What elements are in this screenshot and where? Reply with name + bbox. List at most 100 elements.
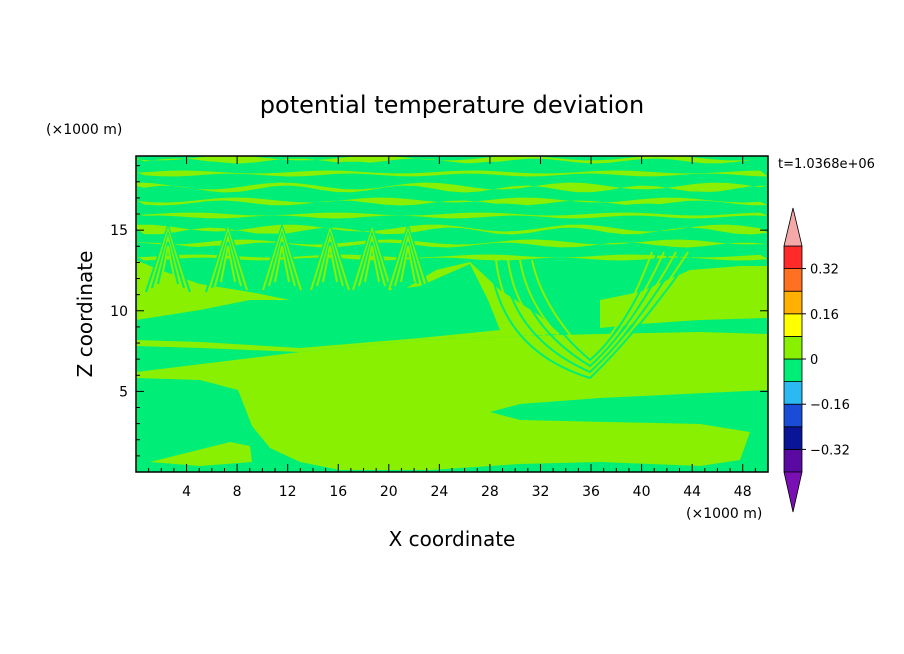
- plume-outline: [151, 230, 185, 289]
- colorbar-swatch: [783, 313, 803, 337]
- plume-outline: [513, 251, 671, 368]
- colorbar-tick-label: −0.16: [810, 398, 850, 413]
- colorbar-swatch: [783, 426, 803, 450]
- x-axis-ticks: 4 8 12 16 20 24 28 32 36 40 44 48: [148, 156, 756, 500]
- colorbar-swatch: [783, 381, 803, 405]
- plume-outline: [154, 234, 182, 287]
- x-tick-label: 40: [633, 484, 651, 500]
- plume-outline: [220, 245, 236, 283]
- plume-outline: [361, 241, 383, 285]
- colorbar-under-arrow: [783, 471, 803, 513]
- plume-outline: [145, 222, 191, 293]
- plume-outline: [352, 226, 392, 291]
- plume-outline: [148, 226, 188, 291]
- x-axis-title: X coordinate: [389, 527, 516, 551]
- upper-striations: [136, 156, 768, 261]
- plume-outline: [322, 245, 338, 283]
- colorbar-swatch: [783, 448, 803, 473]
- stripe-band: [136, 203, 768, 214]
- plume-outline: [214, 234, 242, 287]
- y-tick-label: 5: [119, 384, 128, 400]
- stripe-band: [136, 224, 768, 235]
- plume-outline: [319, 241, 341, 285]
- plume-outline: [271, 241, 293, 285]
- plume-outline: [489, 251, 695, 380]
- plume-outline: [211, 230, 245, 289]
- y-tick-label: 15: [110, 223, 128, 239]
- plume-outline: [394, 234, 422, 287]
- stripe-band: [136, 182, 768, 193]
- colorbar-swatch: [783, 358, 803, 383]
- plume-outline: [507, 251, 677, 371]
- stripe-band: [136, 161, 768, 172]
- plume-outline: [310, 226, 350, 291]
- negative-region-core: [136, 264, 500, 348]
- positive-region-small: [150, 442, 252, 466]
- plume-outline: [358, 234, 386, 287]
- plume-outline: [307, 222, 353, 293]
- plume-outline: [160, 245, 176, 283]
- colorbar-swatch: [783, 335, 803, 360]
- plume-outline: [525, 251, 659, 362]
- plume-outline: [262, 226, 302, 291]
- plume-outline: [349, 222, 395, 293]
- contour-field: [136, 156, 768, 472]
- x-tick-label: 48: [734, 484, 752, 500]
- colorbar-tick-label: 0.16: [810, 308, 839, 323]
- plume-outline: [397, 241, 419, 285]
- stripe-band: [136, 170, 768, 177]
- stripe-band: [136, 212, 768, 219]
- colorbar-tick-label: 0.32: [810, 263, 839, 278]
- plume-outline: [217, 241, 239, 285]
- plume-outline: [400, 245, 416, 283]
- stripe-band: [136, 218, 768, 227]
- plume-outline: [364, 245, 380, 283]
- x-tick-label: 16: [329, 484, 347, 500]
- y-axis-ticks: 5 10 15: [110, 165, 768, 457]
- plume-outline: [208, 226, 248, 291]
- plume-outline: [268, 234, 296, 287]
- y-tick-label: 10: [110, 304, 128, 320]
- plume-outline: [385, 222, 431, 293]
- x-tick-label: 32: [532, 484, 550, 500]
- colorbar-swatch: [783, 268, 803, 292]
- plume-outline: [316, 234, 344, 287]
- stripe-band: [136, 197, 768, 206]
- x-tick-label: 4: [182, 484, 191, 500]
- x-unit-label: (×1000 m): [686, 506, 762, 522]
- stripe-band: [136, 254, 768, 261]
- stripe-band: [136, 233, 768, 240]
- chart-title: potential temperature deviation: [260, 91, 644, 119]
- colorbar-swatch: [783, 403, 803, 428]
- x-tick-label: 44: [683, 484, 701, 500]
- colorbar-swatch: [783, 245, 803, 270]
- plume-outline: [501, 251, 683, 374]
- stripe-band: [136, 156, 768, 164]
- plume-structures: [145, 222, 695, 380]
- colorbar-swatch: [783, 290, 803, 315]
- y-axis-title: Z coordinate: [73, 251, 97, 378]
- plume-outline: [313, 230, 347, 289]
- plume-outline: [274, 245, 290, 283]
- plume-outline: [519, 251, 665, 365]
- time-label: t=1.0368e+06: [778, 157, 875, 172]
- stripe-band: [136, 191, 768, 198]
- colorbar-tick-label: 0: [810, 353, 818, 368]
- plume-outline: [388, 226, 428, 291]
- stripe-band: [136, 176, 768, 185]
- x-tick-label: 24: [430, 484, 448, 500]
- plume-outline: [205, 222, 251, 293]
- positive-region-main: [136, 332, 768, 470]
- colorbar: 0.32 0.16 0 −0.16 −0.32: [783, 207, 850, 513]
- plume-outline: [259, 222, 305, 293]
- x-tick-label: 20: [380, 484, 398, 500]
- x-tick-label: 28: [481, 484, 499, 500]
- stripe-band: [136, 245, 768, 256]
- plume-outline: [265, 230, 299, 289]
- colorbar-tick-label: −0.32: [810, 443, 850, 458]
- colorbar-over-arrow: [783, 207, 803, 247]
- plume-outline: [495, 251, 689, 377]
- plume-outline: [157, 241, 179, 285]
- x-tick-label: 12: [279, 484, 297, 500]
